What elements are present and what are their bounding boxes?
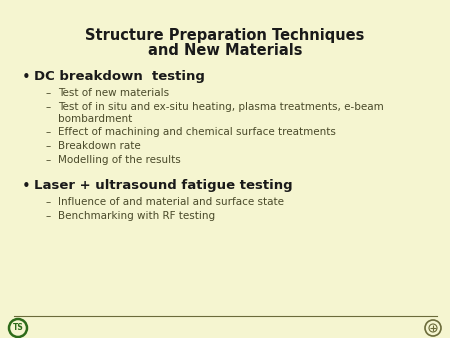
Text: –: – [45, 197, 50, 207]
Text: Modelling of the results: Modelling of the results [58, 155, 181, 165]
Text: Breakdown rate: Breakdown rate [58, 141, 141, 151]
Text: Influence of and material and surface state: Influence of and material and surface st… [58, 197, 284, 207]
Text: Test of in situ and ex-situ heating, plasma treatments, e-beam
bombardment: Test of in situ and ex-situ heating, pla… [58, 102, 384, 124]
Text: Laser + ultrasound fatigue testing: Laser + ultrasound fatigue testing [34, 179, 292, 192]
Text: –: – [45, 155, 50, 165]
Text: Benchmarking with RF testing: Benchmarking with RF testing [58, 211, 215, 221]
Text: Effect of machining and chemical surface treatments: Effect of machining and chemical surface… [58, 127, 336, 137]
Text: •: • [22, 179, 31, 194]
Text: •: • [22, 70, 31, 85]
Text: and New Materials: and New Materials [148, 43, 302, 58]
Text: –: – [45, 127, 50, 137]
Text: TS: TS [13, 323, 23, 333]
Text: Structure Preparation Techniques: Structure Preparation Techniques [86, 28, 365, 43]
Text: –: – [45, 211, 50, 221]
Text: Test of new materials: Test of new materials [58, 88, 169, 98]
Text: –: – [45, 88, 50, 98]
Text: DC breakdown  testing: DC breakdown testing [34, 70, 205, 83]
Text: –: – [45, 102, 50, 112]
Text: –: – [45, 141, 50, 151]
